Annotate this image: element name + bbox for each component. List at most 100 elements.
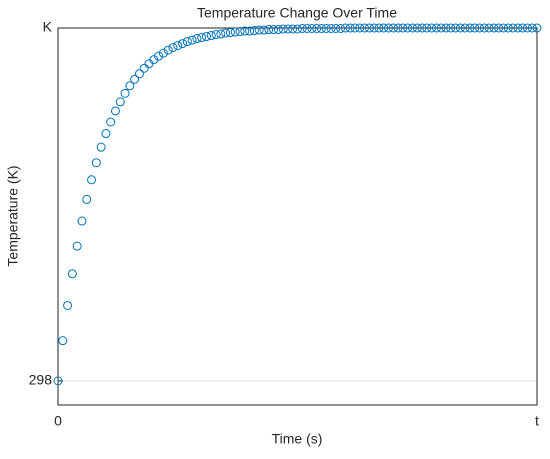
data-point [436,23,446,33]
data-point [503,23,513,33]
data-point [211,30,221,40]
data-point [527,23,537,33]
data-point [130,74,140,84]
data-point [302,24,312,34]
data-point [340,23,350,33]
data-point [273,25,283,35]
data-point [518,23,528,33]
data-point [345,23,355,33]
data-point [197,33,207,43]
data-point [139,63,149,73]
data-point [187,35,197,45]
data-point [201,32,211,42]
data-point [192,34,202,44]
data-point [91,158,101,168]
data-point [82,194,92,204]
data-point [316,24,326,34]
data-point [254,25,264,35]
data-point [398,23,408,33]
data-point [307,24,317,34]
data-point [532,23,542,33]
data-point [245,26,255,36]
data-point [182,37,192,47]
x-axis-label: Time (s) [272,431,323,447]
data-point [446,23,456,33]
data-point [264,25,274,35]
data-point [475,23,485,33]
data-point [154,51,164,61]
data-point [221,28,231,38]
data-point [297,24,307,34]
data-point [72,241,82,251]
data-point [235,27,245,37]
data-point [355,23,365,33]
data-point [321,24,331,34]
data-point [67,269,77,279]
data-point [58,336,68,346]
data-point [101,129,111,139]
data-point [168,43,178,53]
data-point [455,23,465,33]
data-point [120,88,130,98]
data-point [465,23,475,33]
data-point [403,23,413,33]
data-point [206,31,216,41]
data-point [369,23,379,33]
data-point [178,39,188,49]
data-point [115,97,125,107]
data-point [384,23,394,33]
data-point [96,142,106,152]
data-point [110,106,120,116]
data-point [336,24,346,34]
y-tick-label: 298 [29,372,53,388]
data-point [460,23,470,33]
data-point [393,23,403,33]
data-point [364,23,374,33]
data-point [269,25,279,35]
data-point [53,376,63,386]
data-point [106,117,116,127]
data-point [87,175,97,185]
chart-title: Temperature Change Over Time [197,5,397,21]
data-point [427,23,437,33]
data-point [158,48,168,58]
data-point [422,23,432,33]
data-point [125,81,135,91]
data-point [249,26,259,36]
data-point [350,23,360,33]
data-point [360,23,370,33]
data-point [230,27,240,37]
data-point [412,23,422,33]
data-point [498,23,508,33]
plot-frame [57,27,538,406]
data-point [163,45,173,55]
data-point [240,26,250,36]
data-point [331,24,341,34]
data-point [278,24,288,34]
data-point [508,23,518,33]
data-point [77,216,87,226]
data-point [388,23,398,33]
data-point [441,23,451,33]
data-point [134,69,144,79]
data-point [522,23,532,33]
data-point [293,24,302,34]
data-point [451,23,461,33]
data-point [417,23,427,33]
data-point [484,23,494,33]
data-point [259,25,269,35]
y-tick-label: K [43,19,53,35]
x-tick-label: 0 [54,413,62,429]
data-point [288,24,298,34]
data-point [489,23,499,33]
data-point [216,29,226,39]
data-point [312,24,322,34]
data-point [494,23,504,33]
data-point [173,41,183,51]
data-point [470,23,480,33]
data-point [283,24,293,34]
data-point [63,300,73,310]
